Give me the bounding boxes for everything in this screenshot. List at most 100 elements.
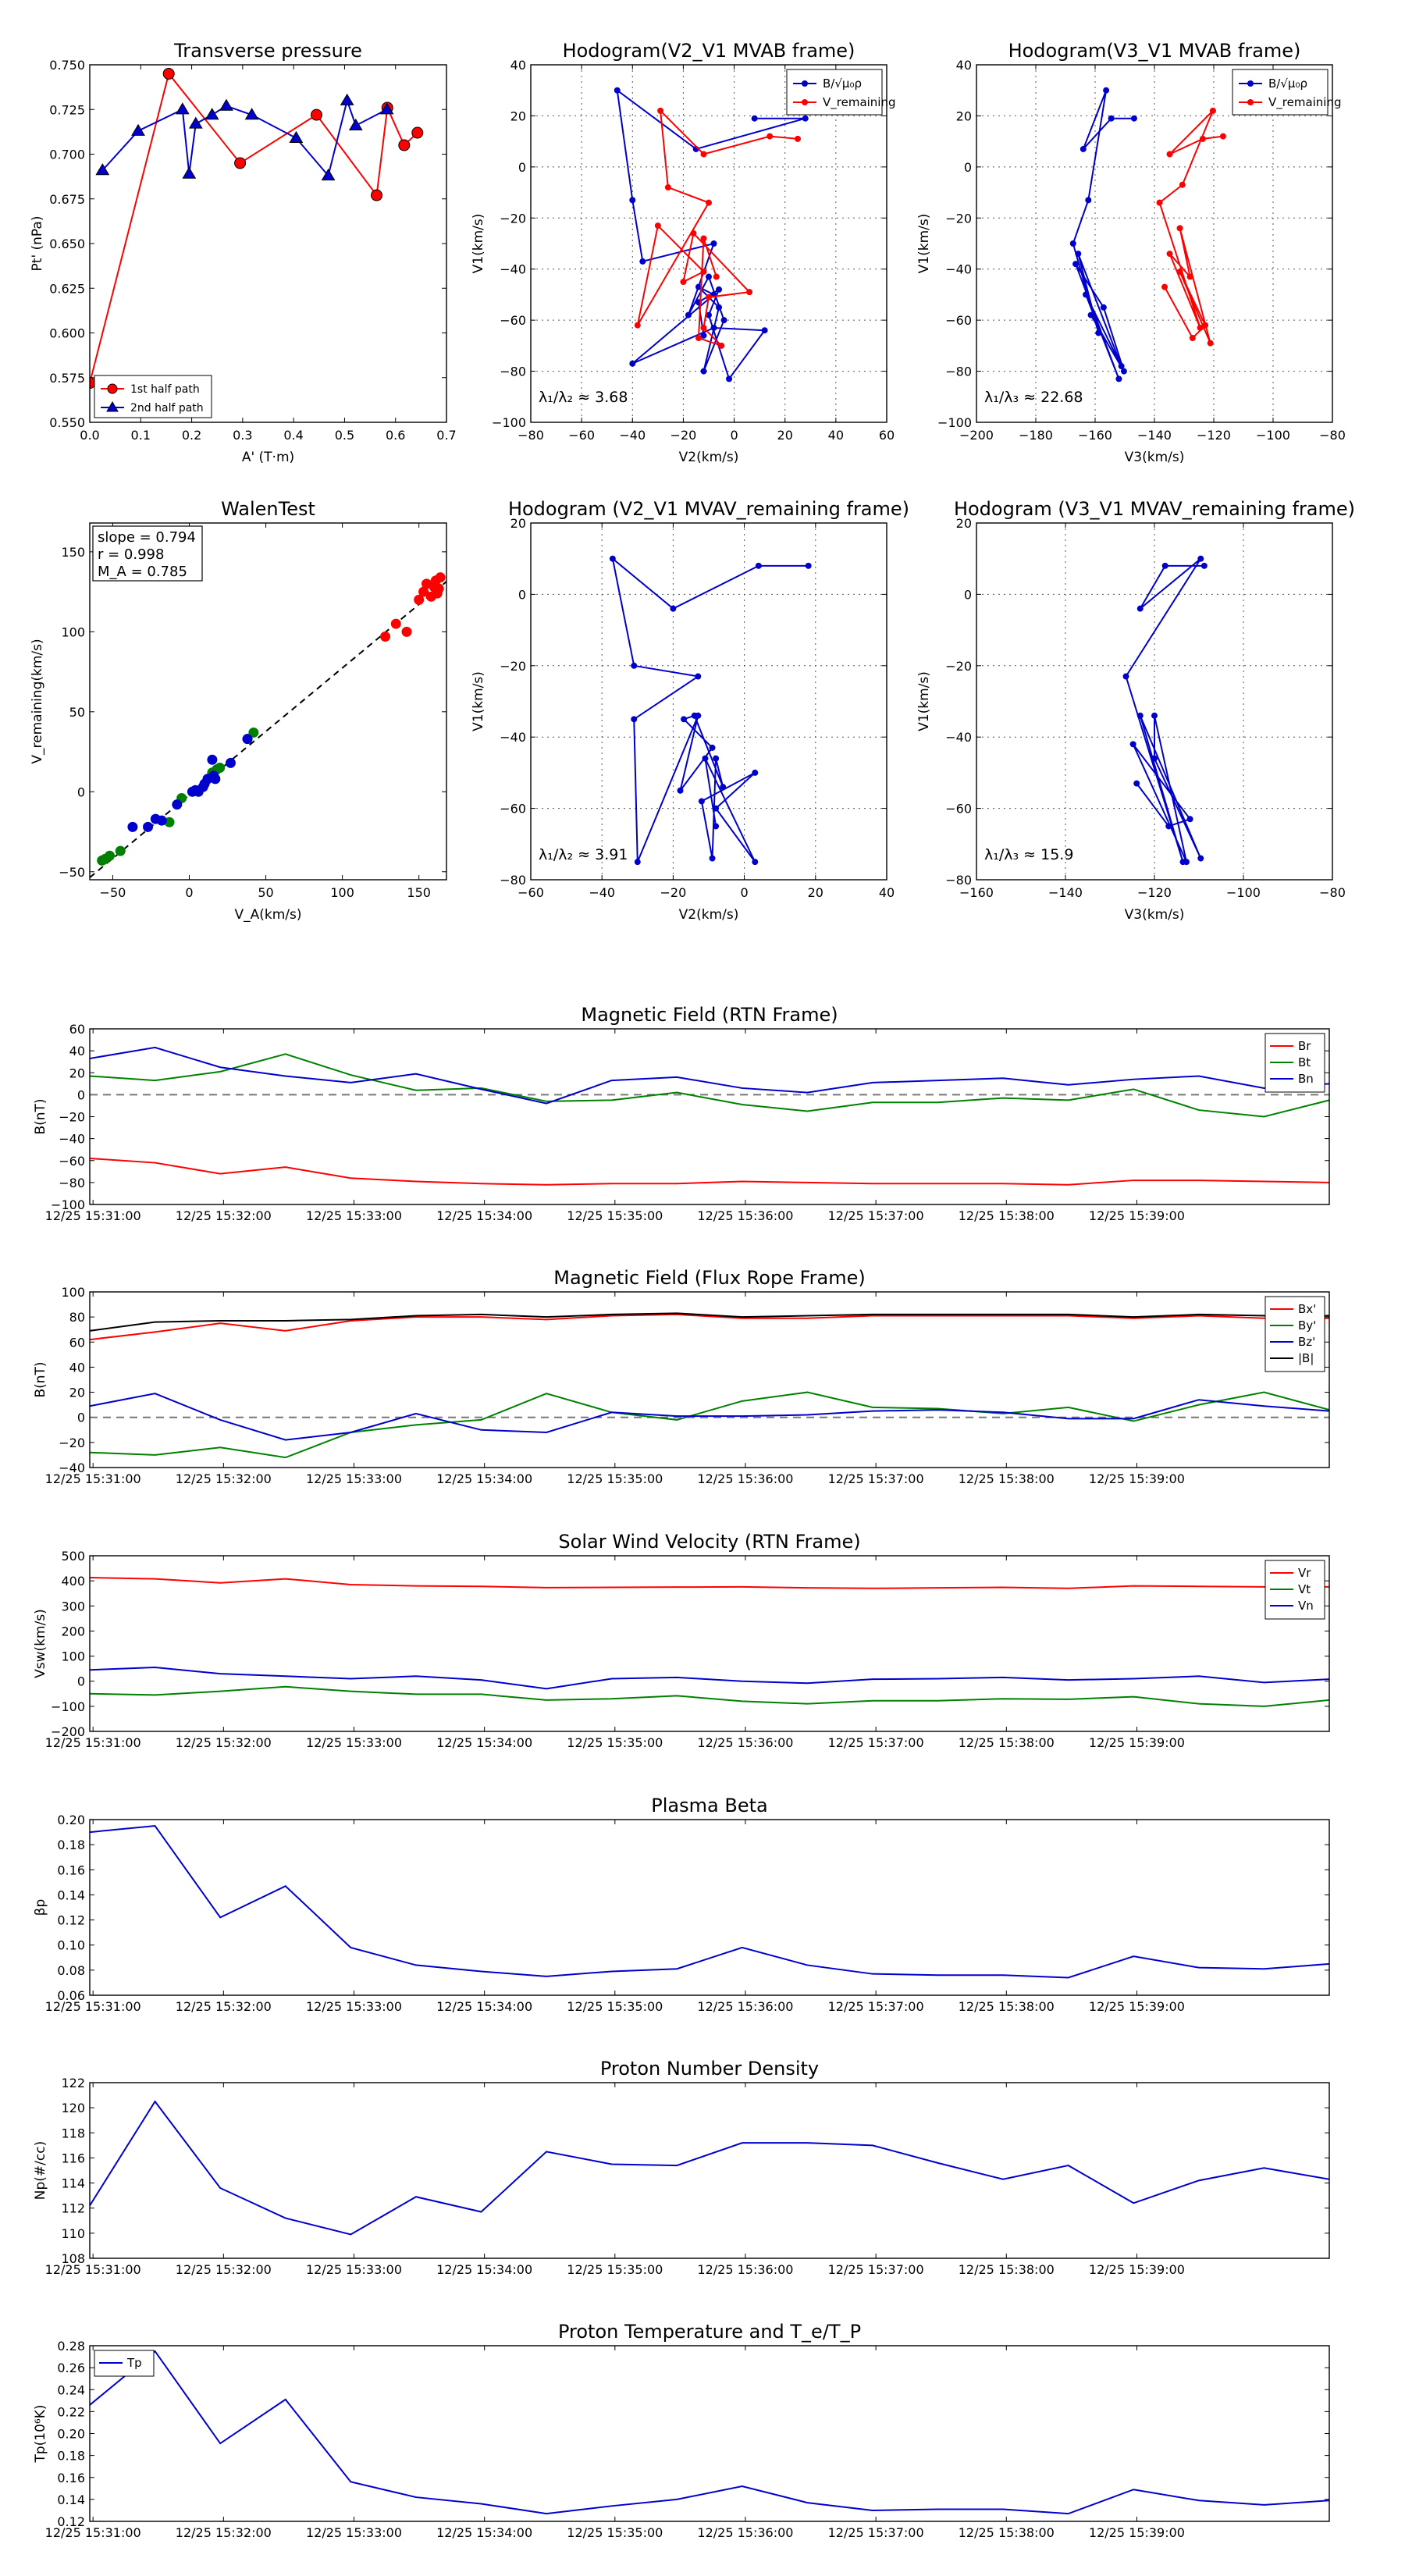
marker-dot — [1120, 368, 1127, 375]
plot-frame — [89, 1819, 1330, 1996]
y-tick-label: 20 — [956, 516, 972, 531]
marker-dot — [631, 662, 638, 669]
series-line-Vremaining — [1158, 110, 1224, 343]
x-tick-label: −20 — [670, 428, 697, 443]
x-tick-label: 12/25 15:38:00 — [959, 1999, 1055, 2014]
marker-dot — [634, 322, 641, 329]
y-axis-label: V1(km/s) — [471, 214, 486, 274]
point-blue — [156, 815, 167, 826]
legend-marker — [802, 80, 808, 87]
plot-frame — [89, 522, 447, 881]
y-tick-label: 0.18 — [57, 1838, 85, 1852]
marker-dot — [700, 324, 707, 331]
y-tick-label: 118 — [61, 2126, 85, 2140]
x-tick-label: 20 — [808, 885, 823, 900]
y-tick-label: −60 — [59, 1154, 85, 1169]
x-tick-label: 12/25 15:38:00 — [959, 1208, 1055, 1223]
marker-dot — [1080, 145, 1087, 152]
legend-label: |B| — [1298, 1351, 1314, 1365]
marker-triangle — [188, 116, 203, 129]
legend-marker — [802, 99, 808, 105]
marker-dot — [752, 769, 759, 776]
y-axis-label: B(nT) — [33, 1098, 48, 1134]
stat-slope: slope = 0.794 — [98, 529, 196, 546]
point-blue — [172, 799, 183, 810]
marker-dot — [1179, 181, 1186, 188]
x-tick-label: 0.0 — [80, 428, 99, 443]
y-tick-label: −80 — [500, 873, 526, 888]
marker-dot — [1072, 261, 1080, 268]
marker-dot — [631, 716, 638, 723]
y-tick-label: −20 — [500, 211, 526, 226]
marker-triangle — [379, 102, 394, 115]
x-tick-label: 12/25 15:36:00 — [697, 1208, 793, 1223]
x-tick-label: −140 — [1137, 428, 1172, 443]
marker-dot — [700, 332, 707, 339]
chart-title: Proton Temperature and T_e/T_P — [558, 2321, 861, 2343]
x-tick-label: 40 — [879, 885, 895, 900]
marker-triangle — [321, 168, 336, 181]
y-tick-label: −40 — [945, 262, 972, 277]
y-tick-label: 0.12 — [57, 2514, 85, 2529]
x-tick-label: 12/25 15:33:00 — [306, 2525, 402, 2540]
x-tick-label: 12/25 15:34:00 — [436, 2525, 532, 2540]
marker-dot — [795, 135, 801, 142]
chart-beta: 0.06 0.08 0.10 0.12 0.14 0.16 0.18 0.20 12/25 15… — [33, 1795, 1330, 2014]
marker-dot — [680, 279, 687, 286]
y-tick-label: 0.14 — [57, 1888, 85, 1902]
marker-triangle — [95, 163, 110, 176]
y-tick-label: 20 — [956, 109, 972, 123]
y-tick-label: 0.26 — [57, 2361, 85, 2375]
plot-frame — [976, 522, 1333, 881]
plot-frame — [530, 522, 887, 881]
marker-dot — [755, 562, 762, 569]
marker-dot — [1136, 712, 1144, 719]
x-tick-label: 12/25 15:32:00 — [176, 2262, 272, 2277]
point-blue — [143, 821, 154, 832]
x-tick-label: 12/25 15:37:00 — [828, 1471, 924, 1486]
eigen-ratio-label: λ₁/λ₃ ≈ 15.9 — [984, 846, 1073, 863]
marker-dot — [709, 855, 716, 862]
plot-area — [90, 572, 446, 878]
marker-triangle — [205, 108, 219, 120]
x-tick-label: 12/25 15:34:00 — [436, 1208, 532, 1223]
chart-tp: 0.12 0.14 0.16 0.18 0.20 0.22 0.24 0.26 0.28 12/2… — [33, 2321, 1330, 2540]
marker-dot — [726, 375, 733, 382]
x-tick-label: −160 — [1078, 428, 1112, 443]
point-blue — [225, 757, 236, 768]
y-tick-label: 0.750 — [49, 58, 85, 73]
series-line-By — [90, 1391, 1329, 1459]
legend-label: Bx' — [1298, 1302, 1316, 1316]
y-tick-label: −20 — [59, 1436, 85, 1450]
x-tick-label: 150 — [407, 885, 431, 900]
marker-dot — [1186, 816, 1193, 823]
x-tick-label: 12/25 15:38:00 — [959, 2525, 1055, 2540]
y-axis-label: V1(km/s) — [471, 671, 486, 731]
legend-label: Vr — [1298, 1566, 1311, 1580]
y-tick-label: −20 — [59, 1110, 85, 1125]
marker-triangle — [340, 93, 354, 105]
x-tick-label: 0.1 — [131, 428, 151, 443]
y-tick-label: 0.20 — [57, 2427, 85, 2442]
marker-dot — [1189, 335, 1196, 342]
marker-dot — [713, 805, 720, 812]
marker-dot — [1166, 151, 1173, 158]
marker-circle — [411, 126, 424, 139]
x-tick-label: −140 — [1048, 885, 1083, 900]
marker-dot — [752, 859, 759, 866]
marker-dot — [1151, 712, 1158, 719]
marker-dot — [1136, 605, 1144, 612]
plot-frame — [530, 64, 887, 423]
marker-dot — [710, 240, 717, 247]
marker-dot — [1161, 283, 1168, 290]
point-green — [248, 727, 259, 738]
plot-frame — [976, 64, 1333, 423]
y-tick-label: −40 — [500, 730, 526, 745]
marker-circle — [311, 109, 323, 121]
marker-dot — [1095, 329, 1102, 336]
plot-area — [90, 67, 424, 390]
marker-dot — [709, 744, 716, 751]
x-tick-label: 0 — [730, 428, 738, 443]
